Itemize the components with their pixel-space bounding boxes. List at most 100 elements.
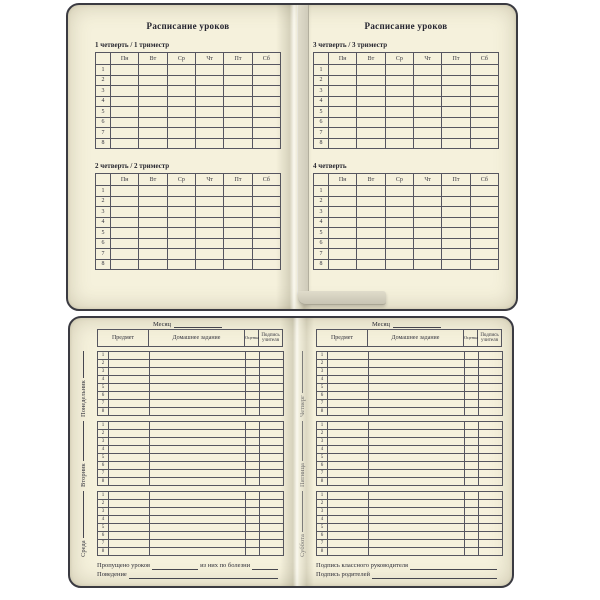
- schedule-cell: [138, 74, 168, 86]
- diary-cell: [259, 469, 284, 478]
- schedule-cell: [166, 248, 196, 260]
- lesson-number: 7: [313, 127, 329, 139]
- diary-row: 4: [97, 445, 284, 454]
- diary-cell: [478, 453, 503, 462]
- diary-row: 8: [316, 407, 503, 416]
- schedule-cell: [469, 95, 500, 107]
- diary-cell: [478, 491, 503, 500]
- diary-header-row: Предмет Домашнее задание Оценка Подпись учи…: [316, 329, 502, 347]
- schedule-row: 2: [313, 74, 500, 86]
- schedule-cell: [251, 206, 282, 218]
- diary-cell: [478, 523, 503, 532]
- diary-cell: [478, 547, 503, 556]
- schedule-table-quarter-1: 1 четверть / 1 триместр Пн Вт Ср Чт Пт Сб 1 2 3 4 5…: [95, 41, 282, 149]
- diary-cell: [478, 391, 503, 400]
- schedule-cell: [109, 137, 140, 149]
- lesson-number: 4: [313, 216, 329, 228]
- schedule-table-quarter-3: 3 четверть / 3 триместр Пн Вт Ср Чт Пт Сб 1 2 3 4 5…: [313, 41, 500, 149]
- diary-cell: [464, 429, 479, 438]
- schedule-cell: [356, 206, 386, 218]
- diary-cell: [149, 453, 246, 462]
- diary-cell: [149, 531, 246, 540]
- day-header: Вт: [138, 173, 168, 186]
- lesson-number: 1: [95, 185, 111, 197]
- lesson-number: 5: [97, 453, 109, 462]
- schedule-cell: [138, 116, 168, 128]
- schedule-cell: [356, 227, 386, 239]
- lesson-number: 2: [316, 429, 328, 438]
- diary-cell: [108, 539, 150, 548]
- diary-cell: [327, 429, 369, 438]
- lesson-number: 5: [316, 523, 328, 532]
- schedule-cell: [327, 227, 358, 239]
- schedule-page-left: Расписание уроков 1 четверть / 1 тримест…: [68, 5, 288, 309]
- diary-cell: [149, 359, 246, 368]
- schedule-row: 2: [313, 195, 500, 207]
- lesson-number: 4: [97, 445, 109, 454]
- schedule-row: 1: [95, 185, 282, 197]
- schedule-cell: [194, 248, 225, 260]
- diary-cell: [245, 507, 260, 516]
- diary-cell: [245, 531, 260, 540]
- schedule-cell: [412, 85, 443, 97]
- day-label-line: [82, 351, 84, 379]
- diary-cell: [259, 531, 284, 540]
- day-block-четверг: Четверг 1 2 3 4 5 6 7 8: [299, 351, 512, 417]
- lesson-number: 7: [95, 127, 111, 139]
- diary-cell: [259, 499, 284, 508]
- schedule-cell: [223, 85, 253, 97]
- lesson-number: 6: [316, 461, 328, 470]
- schedule-cell: [327, 237, 358, 249]
- diary-row: 6: [316, 531, 503, 540]
- diary-row: 7: [97, 539, 284, 548]
- diary-cell: [464, 539, 479, 548]
- diary-header-row: Предмет Домашнее задание Оценка Подпись учи…: [97, 329, 283, 347]
- diary-row: 5: [97, 453, 284, 462]
- schedule-cell: [441, 116, 471, 128]
- diary-cell: [464, 437, 479, 446]
- diary-cell: [327, 367, 369, 376]
- diary-cell: [259, 507, 284, 516]
- diary-row: 8: [316, 477, 503, 486]
- day-block-вторник: Вторник 1 2 3 4 5 6 7 8: [80, 421, 295, 487]
- diary-cell: [245, 359, 260, 368]
- schedule-cell: [384, 216, 414, 228]
- schedule-cell: [384, 64, 414, 76]
- diary-cell: [108, 507, 150, 516]
- day-block-понедельник: Понедельник 1 2 3 4 5 6 7 8: [80, 351, 295, 417]
- column-header-grade: Оценка: [244, 329, 259, 347]
- schedule-cell: [223, 116, 253, 128]
- schedule-row: 6: [95, 237, 282, 249]
- day-header: Сб: [469, 173, 500, 186]
- diary-cell: [259, 375, 284, 384]
- schedule-row: 5: [95, 227, 282, 239]
- page-title: Расписание уроков: [146, 21, 230, 31]
- month-blank-line: [174, 320, 223, 328]
- schedule-cell: [194, 85, 225, 97]
- diary-cell: [245, 499, 260, 508]
- diary-cell: [368, 461, 465, 470]
- schedule-cell: [469, 248, 500, 260]
- lesson-number: 2: [97, 499, 109, 508]
- diary-row: 6: [316, 461, 503, 470]
- diary-cell: [245, 445, 260, 454]
- diary-cell: [149, 367, 246, 376]
- diary-row: 5: [97, 383, 284, 392]
- lesson-number: 2: [97, 359, 109, 368]
- schedule-cell: [109, 248, 140, 260]
- schedule-cell: [469, 258, 500, 270]
- diary-cell: [149, 539, 246, 548]
- diary-cell: [478, 477, 503, 486]
- column-header-grade: Оценка: [463, 329, 478, 347]
- diary-header-table: Предмет Домашнее задание Оценка Подпись учи…: [97, 329, 283, 347]
- lesson-number: 8: [316, 547, 328, 556]
- diary-cell: [149, 437, 246, 446]
- lesson-number: 4: [313, 95, 329, 107]
- diary-page-left: Месяц Предмет Домашнее задание Оценка Подпи…: [70, 318, 295, 586]
- diary-cell: [327, 383, 369, 392]
- diary-cell: [149, 523, 246, 532]
- schedule-row: 6: [313, 237, 500, 249]
- schedule-cell: [356, 137, 386, 149]
- schedule-table: Пн Вт Ср Чт Пт Сб 1 2 3 4 5 6 7 8: [313, 52, 500, 149]
- diary-row: 8: [316, 547, 503, 556]
